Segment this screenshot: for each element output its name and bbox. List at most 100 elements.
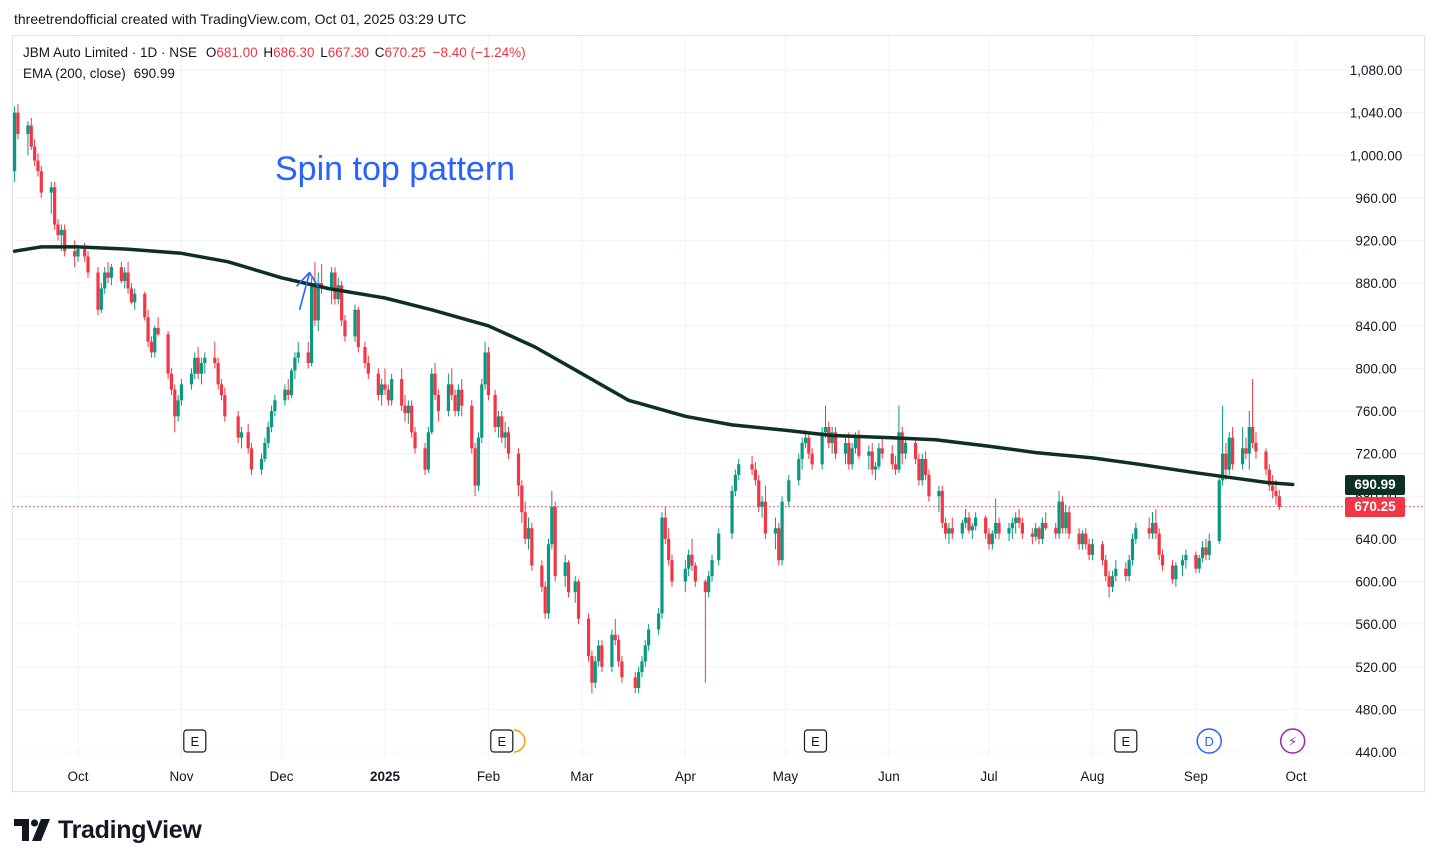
price-axis-label: 560.00 <box>1355 617 1396 632</box>
tradingview-logo[interactable]: TradingView <box>14 815 202 845</box>
candle <box>353 304 357 342</box>
candle <box>476 432 481 491</box>
earnings-badge <box>803 729 828 753</box>
candle <box>403 395 407 422</box>
event-earnings-icon[interactable]: E <box>803 729 828 753</box>
candle-body <box>807 437 811 454</box>
candle-body <box>576 581 581 619</box>
candle-body <box>133 293 137 303</box>
annotation-text[interactable]: Spin top pattern <box>275 150 516 188</box>
price-axis-label: 640.00 <box>1355 532 1396 547</box>
candle <box>576 579 581 625</box>
candle-body <box>12 112 17 172</box>
candle <box>496 411 501 438</box>
candle-body <box>179 384 184 401</box>
candle-body <box>1007 528 1011 534</box>
candle-body <box>543 586 547 614</box>
candle-body <box>944 522 948 534</box>
candle-body <box>823 426 828 433</box>
candle-body <box>436 395 440 411</box>
candle-body <box>39 171 43 193</box>
price-axis-label: 720.00 <box>1355 447 1396 462</box>
candle-body <box>189 373 194 385</box>
legend-symbol[interactable]: JBM Auto Limited · 1D · NSE <box>23 45 198 60</box>
candle-body <box>870 451 874 470</box>
candle-body <box>950 528 954 534</box>
candle-body <box>1110 576 1115 587</box>
candle <box>363 341 367 369</box>
event-dividend-icon[interactable]: D <box>1196 728 1222 754</box>
event-split-icon[interactable]: ⚡ <box>1279 728 1306 754</box>
event-earnings-icon[interactable]: E <box>183 729 207 753</box>
candle-body <box>800 442 804 459</box>
candle-body <box>259 458 264 470</box>
candle-body <box>446 384 451 411</box>
candle-body <box>1197 558 1201 569</box>
candle <box>873 462 878 481</box>
candle-body <box>566 562 571 593</box>
candle-body <box>289 370 294 396</box>
candle-body <box>964 517 968 523</box>
candle <box>823 405 828 438</box>
candle-body <box>1100 544 1105 561</box>
candle <box>810 448 814 470</box>
candle <box>1251 379 1255 449</box>
candle <box>239 426 244 449</box>
candle-body <box>1040 522 1044 539</box>
candle-body <box>757 480 761 507</box>
candle-body <box>450 384 454 396</box>
candle-body <box>923 458 928 475</box>
candle-body <box>1114 568 1118 577</box>
candle <box>1197 554 1201 573</box>
candle-body <box>1230 437 1235 465</box>
candle-body <box>363 347 367 364</box>
event-earnings-icon[interactable]: E <box>490 729 514 753</box>
time-axis-label: Sep <box>1184 769 1208 784</box>
candle-body <box>460 389 464 406</box>
chart-frame[interactable] <box>12 35 1425 792</box>
candle-body <box>383 384 387 390</box>
candle-body <box>667 538 671 561</box>
candle <box>516 448 521 497</box>
price-axis-label: 760.00 <box>1355 404 1396 419</box>
candle <box>710 554 714 582</box>
candle-body <box>633 677 637 689</box>
candle <box>843 437 848 465</box>
candle-body <box>850 448 854 465</box>
candle-body <box>1107 576 1111 587</box>
candle <box>216 357 220 390</box>
candle <box>1264 448 1268 475</box>
candle <box>760 496 764 518</box>
price-axis-label: 600.00 <box>1355 575 1396 590</box>
time-axis-label: Apr <box>675 769 697 784</box>
candle-body <box>530 528 534 566</box>
candle-body <box>1147 528 1151 534</box>
candle <box>63 224 67 257</box>
candle-body <box>286 389 290 396</box>
candle <box>1087 538 1091 561</box>
candle <box>1134 522 1138 545</box>
price-axis-label: 1,040.00 <box>1350 106 1403 121</box>
candle <box>313 261 317 326</box>
candle <box>797 453 801 486</box>
candle-body <box>1277 496 1281 507</box>
candle-body <box>219 384 224 396</box>
candle <box>380 379 384 406</box>
candle-body <box>356 309 360 348</box>
event-earnings-icon[interactable]: E <box>1114 729 1138 753</box>
candle-body <box>309 283 314 364</box>
candle-body <box>573 581 577 593</box>
candle-body <box>83 249 87 257</box>
candle <box>970 522 974 539</box>
candle <box>1037 526 1041 545</box>
legend-ema[interactable]: EMA (200, close) 690.99 <box>23 66 175 81</box>
candle-body <box>1200 547 1205 559</box>
candle <box>596 640 601 667</box>
candle <box>523 501 527 545</box>
candle <box>426 426 430 473</box>
candle <box>249 442 254 475</box>
candle-body <box>523 512 527 539</box>
candle <box>997 517 1001 539</box>
candle <box>573 576 577 603</box>
